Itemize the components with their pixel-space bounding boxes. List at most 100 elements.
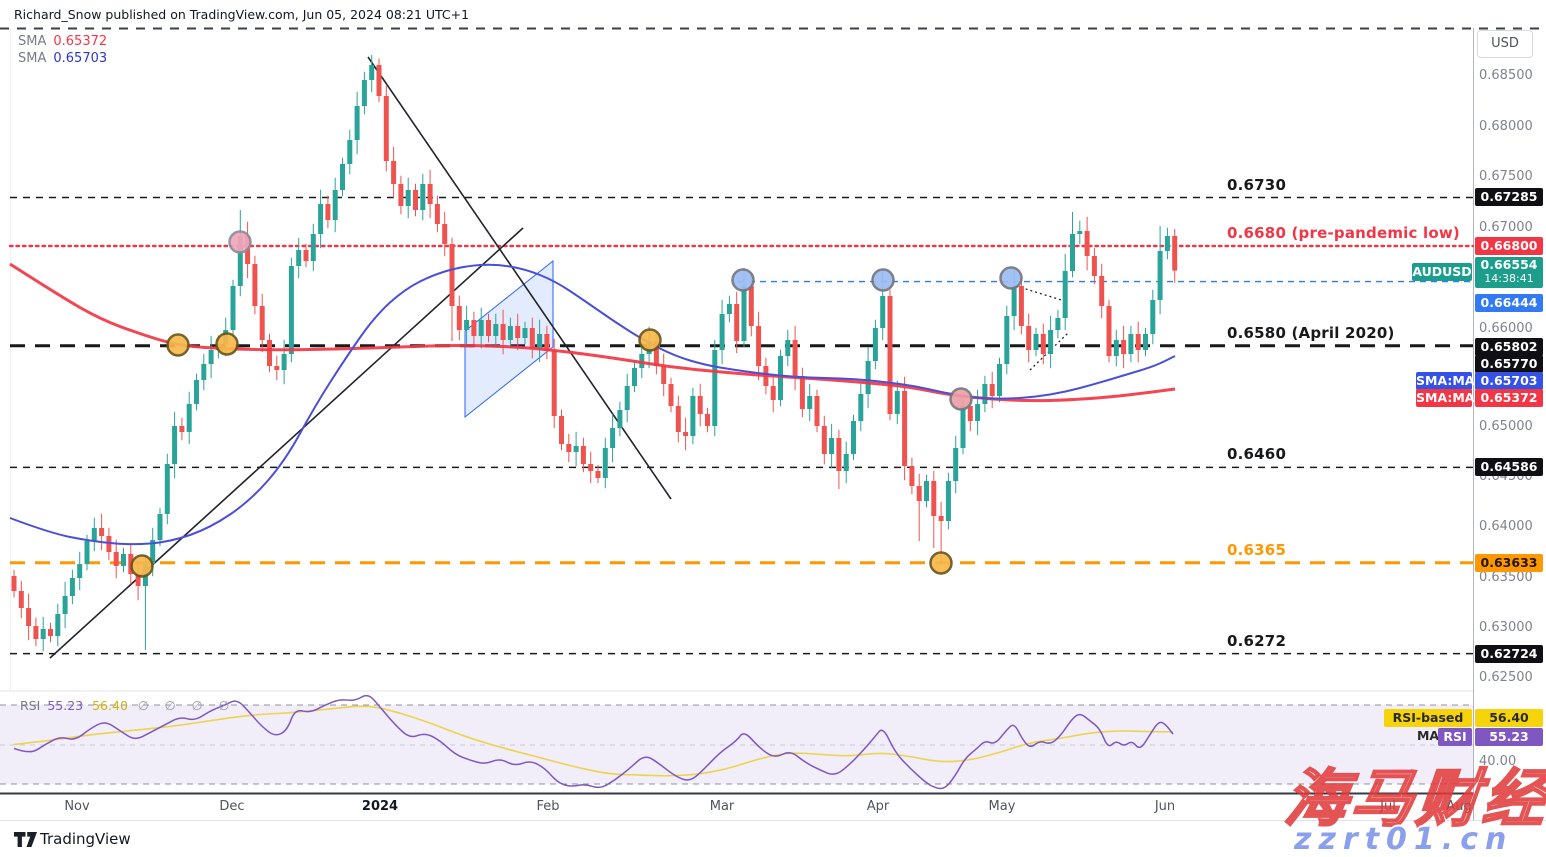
sma2-legend[interactable]: SMA 0.65703	[18, 51, 107, 66]
candle-body	[719, 314, 725, 350]
candle-body	[1033, 334, 1039, 350]
sma1-value: 0.65372	[53, 34, 108, 49]
candle-body	[624, 386, 630, 410]
candle-body	[595, 471, 601, 478]
time-axis-label: May	[988, 799, 1016, 814]
candle-body	[1084, 231, 1090, 256]
candle-body	[836, 438, 842, 471]
price-axis-badge: 0.63633	[1475, 554, 1543, 572]
orange-event-marker	[166, 333, 190, 357]
pink-event-marker	[228, 230, 252, 254]
rose-event-marker	[949, 387, 973, 411]
candle-body	[369, 65, 375, 80]
price-axis-label: 0.68000	[1479, 119, 1533, 134]
rsi-line	[13, 694, 1174, 790]
candle-body	[902, 391, 908, 466]
blue-event-marker	[999, 266, 1023, 290]
candle-body	[18, 591, 24, 608]
level-annotation-label: 0.6272	[1227, 631, 1287, 650]
orange-event-marker	[130, 554, 154, 578]
candle-body	[332, 190, 338, 220]
candle-body	[1070, 234, 1075, 271]
candle-body	[580, 446, 586, 464]
price-axis-label: 0.64000	[1479, 519, 1533, 534]
axis-source-badge: AUDUSD	[1412, 263, 1472, 281]
candle-body	[1099, 276, 1105, 306]
candle-body	[515, 326, 521, 338]
level-annotation-label: 0.6730	[1227, 175, 1287, 194]
price-axis-badge: 55.23	[1475, 728, 1543, 746]
candle-body	[661, 366, 667, 384]
candle-body	[267, 340, 272, 366]
orange-event-marker	[929, 551, 953, 575]
candle-body	[945, 481, 951, 521]
price-axis-badge: 0.65802	[1475, 338, 1543, 356]
time-axis-label: Feb	[536, 799, 560, 814]
candle-body	[237, 236, 243, 286]
time-axis-label: Jun	[1154, 799, 1176, 814]
level-annotation-label: 0.6460	[1227, 445, 1287, 464]
candle-body	[683, 432, 689, 436]
trendline-drawing	[49, 227, 524, 659]
axis-source-badge: RSI	[1438, 728, 1472, 746]
rsi-ma-value: 56.40	[92, 698, 128, 713]
candle-body	[413, 190, 418, 210]
price-axis-badge: 0.65372	[1475, 389, 1543, 407]
candle-body	[486, 320, 491, 336]
candle-body	[303, 250, 309, 261]
watermark-url: zzrt01.cn	[1294, 822, 1514, 857]
candle-body	[405, 190, 411, 206]
rsi-legend[interactable]: RSI 55.23 56.40 ∅ ∅ ∅ ∅	[20, 698, 235, 713]
candle-body	[427, 184, 433, 204]
candle-body	[610, 428, 616, 448]
candle-body	[909, 466, 915, 486]
price-axis-badge: 0.64586	[1475, 458, 1543, 476]
tradingview-logo-icon[interactable]	[14, 832, 38, 848]
candle-body	[821, 426, 827, 454]
candle-body	[1106, 306, 1112, 356]
candle-body	[150, 540, 156, 564]
time-axis-label: Apr	[866, 799, 890, 814]
candle-body	[281, 354, 287, 370]
candle-body	[164, 464, 170, 514]
candle-body	[938, 516, 944, 521]
sma1-legend[interactable]: SMA 0.65372	[18, 34, 107, 49]
candle-body	[1150, 300, 1156, 334]
candle-body	[1062, 271, 1068, 318]
candle-body	[296, 250, 302, 266]
price-axis-badge: 0.66800	[1475, 237, 1543, 255]
candle-body	[135, 574, 141, 586]
candle-body	[464, 320, 470, 330]
price-axis-label: 0.67000	[1479, 220, 1533, 235]
pennant-dotted-line	[1015, 285, 1069, 303]
candle-body	[252, 264, 258, 306]
candle-body	[456, 306, 462, 330]
level-annotation-label: 0.6365	[1227, 540, 1287, 559]
candle-body	[442, 224, 448, 244]
candle-body	[916, 486, 922, 501]
candle-body	[799, 376, 805, 409]
candle-body	[851, 421, 856, 454]
candle-body	[157, 514, 163, 540]
candle-body	[1113, 340, 1119, 356]
sma2-label: SMA	[18, 51, 47, 66]
candle-body	[960, 406, 966, 448]
time-axis-label: Mar	[709, 799, 735, 814]
candle-body	[931, 481, 937, 516]
candle-body	[1091, 256, 1097, 276]
candle-body	[434, 204, 440, 224]
currency-toggle-button[interactable]: USD	[1477, 30, 1533, 58]
candle-body	[741, 286, 747, 341]
footer-brand[interactable]: TradingView	[40, 830, 131, 848]
candle-body	[1011, 286, 1017, 316]
axis-source-badge: SMA:MA	[1416, 372, 1475, 390]
candle-body	[1018, 286, 1024, 326]
rsi-label: RSI	[20, 698, 41, 713]
candle-body	[1048, 330, 1054, 354]
candle-body	[26, 608, 32, 626]
countdown-timer: 14:38:41	[1484, 272, 1534, 285]
sma1-label: SMA	[18, 34, 47, 49]
candle-body	[383, 96, 389, 161]
